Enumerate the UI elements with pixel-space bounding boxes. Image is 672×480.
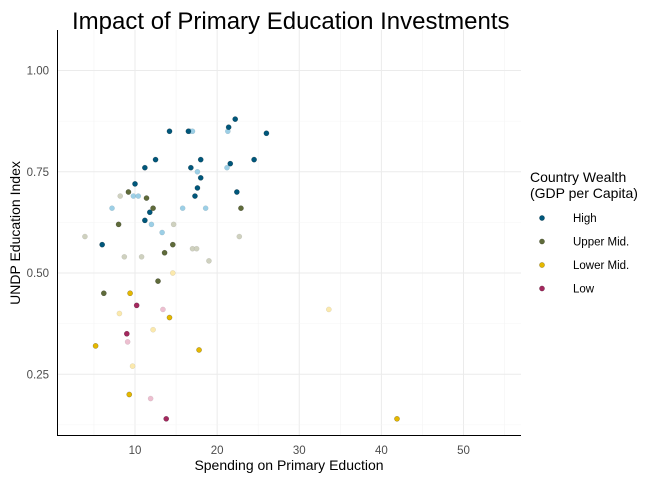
legend-title-line-2: (GDP per Capita): [530, 185, 638, 201]
data-point: [196, 347, 202, 353]
data-points: [82, 116, 400, 422]
legend-item-label: Upper Mid.: [573, 237, 629, 249]
data-point: [227, 160, 234, 167]
y-tick-label: 0.75: [27, 167, 49, 179]
data-point: [169, 241, 176, 248]
data-point: [197, 156, 204, 163]
faded-data-point: [148, 221, 155, 228]
legend-item-label: Lower Mid.: [573, 260, 629, 272]
x-tick-label: 20: [211, 445, 224, 457]
legend-key-marker: [539, 262, 545, 268]
legend-items: High Upper Mid. Lower Mid. Low: [539, 213, 629, 296]
x-tick-label: 30: [293, 445, 306, 457]
x-tick-label: 10: [129, 445, 142, 457]
data-point: [150, 205, 156, 212]
y-axis-ticks: 0.25 0.50 0.75 1.00: [27, 66, 49, 382]
legend-item-label: High: [573, 213, 597, 225]
faded-data-point: [224, 164, 230, 171]
chart-title: Impact of Primary Education Investments: [72, 8, 510, 35]
faded-data-point: [135, 193, 142, 199]
data-point: [146, 209, 153, 216]
data-point: [143, 195, 150, 201]
data-point: [188, 164, 194, 171]
data-point: [161, 249, 168, 256]
faded-data-point: [116, 310, 123, 317]
data-point: [152, 156, 159, 163]
data-point: [166, 314, 173, 321]
legend-key-marker: [539, 238, 545, 245]
faded-data-point: [169, 270, 176, 276]
faded-data-point: [193, 245, 200, 252]
faded-data-point: [202, 205, 209, 212]
data-point: [166, 128, 173, 135]
data-point: [125, 189, 132, 195]
legend-title-line-1: Country Wealth: [530, 169, 626, 185]
data-point: [197, 174, 204, 181]
data-point: [251, 156, 257, 163]
y-tick-label: 0.25: [27, 369, 49, 381]
faded-data-point: [159, 229, 165, 236]
legend-key-marker: [539, 215, 545, 221]
grid-lines: [57, 30, 521, 435]
data-point: [185, 128, 192, 135]
data-point: [192, 193, 198, 199]
data-point: [263, 130, 270, 137]
data-point: [155, 278, 161, 284]
data-point: [142, 217, 148, 224]
data-point: [194, 185, 201, 191]
faded-data-point: [150, 326, 156, 333]
x-axis-ticks: 10 20 30 40 50: [129, 445, 470, 457]
faded-data-point: [236, 233, 243, 240]
faded-data-point: [147, 395, 154, 402]
faded-data-point: [129, 363, 136, 369]
x-axis-title: Spending on Primary Eduction: [194, 457, 383, 473]
faded-data-point: [206, 258, 212, 264]
data-point: [394, 415, 400, 422]
data-point: [126, 391, 133, 398]
legend-key-marker: [539, 285, 545, 292]
data-point: [142, 164, 148, 171]
data-point: [132, 181, 138, 187]
y-tick-label: 0.50: [27, 268, 49, 280]
data-point: [234, 189, 240, 195]
data-point: [92, 343, 99, 349]
data-point: [133, 302, 140, 309]
faded-data-point: [121, 253, 128, 260]
faded-data-point: [109, 205, 115, 212]
data-point: [127, 290, 133, 297]
faded-data-point: [194, 168, 201, 175]
faded-data-point: [130, 193, 137, 199]
x-tick-label: 40: [375, 445, 388, 457]
data-point: [100, 290, 107, 297]
faded-data-point: [160, 306, 166, 313]
data-point: [238, 205, 244, 212]
faded-data-point: [170, 221, 177, 228]
data-point: [232, 116, 239, 122]
y-tick-label: 1.00: [27, 66, 49, 78]
faded-data-point: [325, 306, 332, 313]
y-axis-title: UNDP Education Index: [7, 161, 23, 305]
faded-data-point: [179, 205, 186, 212]
faded-data-point: [82, 233, 88, 240]
legend-item-label: Low: [573, 284, 595, 296]
data-point: [123, 330, 130, 337]
faded-data-point: [138, 253, 145, 260]
data-point: [163, 415, 170, 422]
faded-data-point: [124, 339, 131, 345]
data-point: [115, 221, 122, 228]
faded-data-point: [117, 193, 124, 199]
x-tick-label: 50: [457, 445, 470, 457]
data-point: [225, 124, 232, 131]
legend: Country Wealth (GDP per Capita) High Uppe…: [530, 169, 638, 296]
data-point: [99, 241, 106, 248]
